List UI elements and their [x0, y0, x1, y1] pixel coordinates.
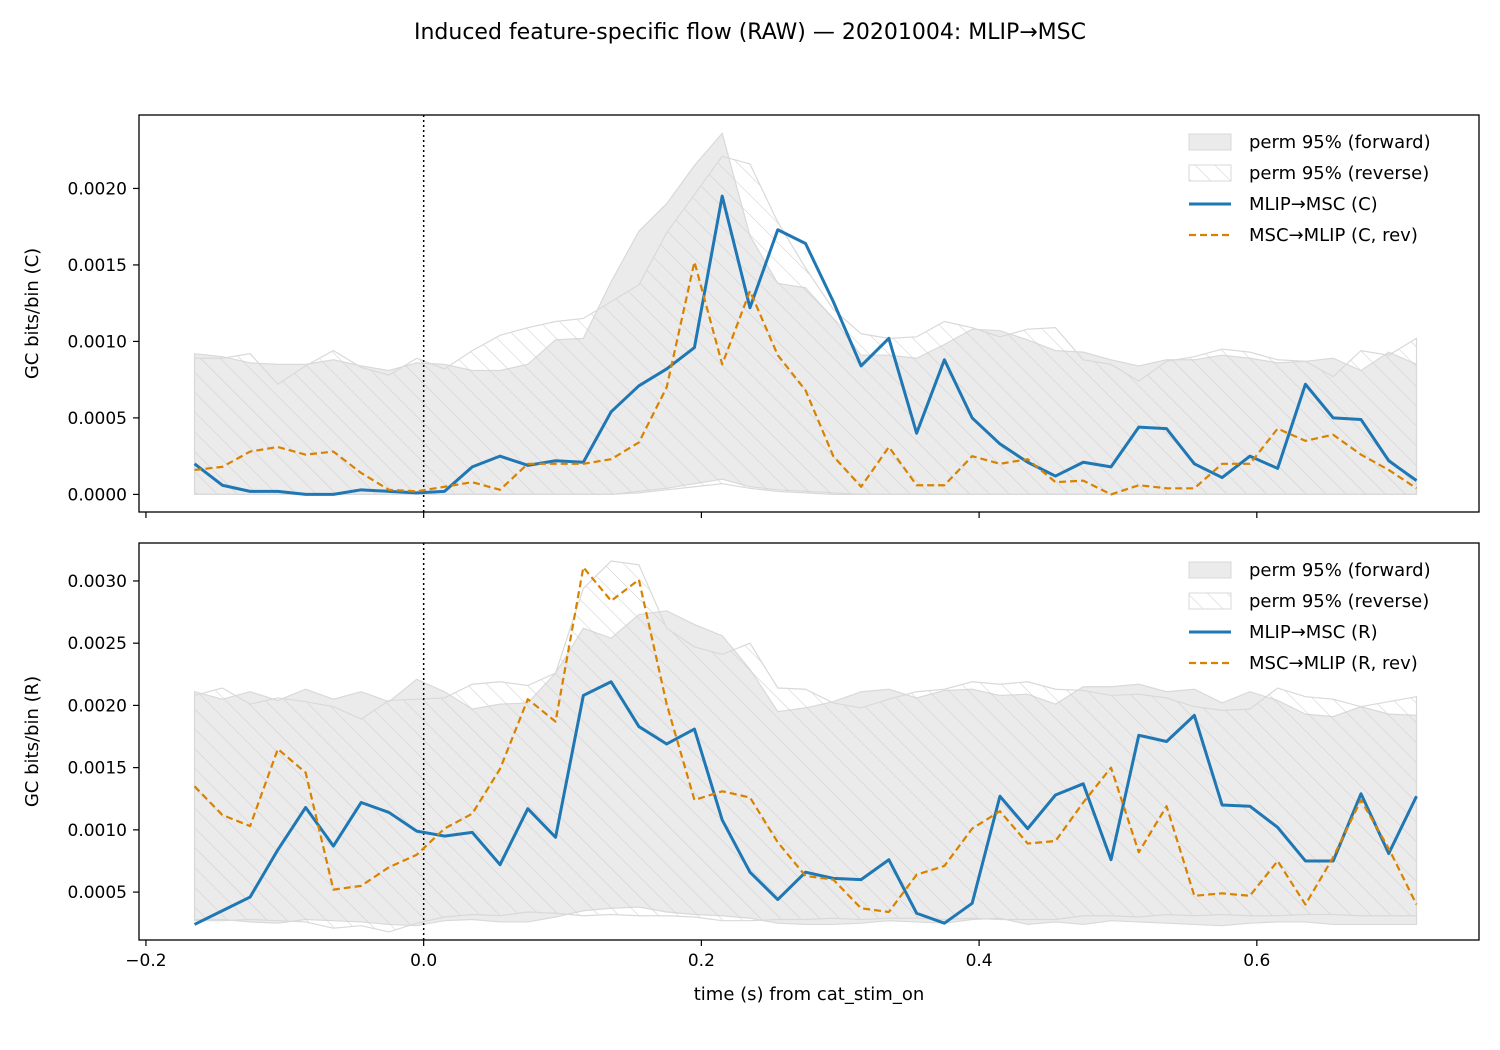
bottom-x-tick-label: 0.0 [410, 951, 437, 971]
panel-top: 0.0000 0.0005 0.0010 0.0015 0.0020 GC bits/bi… [22, 114, 1480, 518]
bottom-x-tick-label: 0.4 [966, 951, 993, 971]
top-y-tick-label: 0.0010 [68, 332, 127, 352]
bottom-y-tick-label: 0.0030 [68, 572, 127, 592]
figure-title: Induced feature-specific flow (RAW) — 20… [414, 20, 1086, 45]
bottom-x-tick-label: 0.2 [688, 951, 715, 971]
top-y-tick-label: 0.0005 [68, 409, 127, 429]
bottom-reverse-series-line [193, 566, 1418, 914]
top-legend: perm 95% (forward) perm 95% (reverse) MLIP… [1188, 132, 1431, 246]
bottom-y-tick-label: 0.0005 [68, 883, 127, 903]
top-legend-label: perm 95% (forward) [1249, 132, 1431, 153]
top-legend-swatch-reverse-band [1188, 164, 1232, 182]
bottom-y-tick-label: 0.0010 [68, 821, 127, 841]
bottom-legend: perm 95% (forward) perm 95% (reverse) MLIP… [1188, 560, 1431, 674]
top-y-axis-label: GC bits/bin (C) [22, 248, 43, 379]
bottom-legend-swatch-reverse-band [1188, 592, 1232, 610]
x-axis-label: time (s) from cat_stim_on [694, 984, 925, 1005]
top-legend-label: MLIP→MSC (C) [1249, 194, 1378, 215]
bottom-legend-label: MSC→MLIP (R, rev) [1249, 653, 1418, 674]
top-forward-series-line [193, 194, 1418, 496]
top-reverse-series-line [194, 260, 1418, 496]
top-y-tick-label: 0.0000 [68, 485, 127, 505]
bottom-legend-label: perm 95% (reverse) [1249, 591, 1429, 612]
bottom-legend-label: perm 95% (forward) [1249, 560, 1431, 581]
bottom-y-tick-label: 0.0020 [68, 696, 127, 716]
bottom-legend-label: MLIP→MSC (R) [1249, 622, 1378, 643]
top-plot-area [193, 115, 1418, 512]
bottom-perm-reverse-band [193, 560, 1418, 933]
top-legend-label: MSC→MLIP (C, rev) [1249, 225, 1418, 246]
bottom-axes-frame [138, 542, 1480, 941]
top-y-tick-label: 0.0020 [68, 179, 127, 199]
top-perm-reverse-band [193, 155, 1418, 496]
bottom-plot-area [193, 543, 1418, 940]
panel-bottom: −0.2 0.0 0.2 0.4 0.6 0.0005 0.0010 0.0015 0.0020… [22, 542, 1480, 971]
bottom-y-axis-label: GC bits/bin (R) [22, 676, 43, 807]
top-y-tick-label: 0.0015 [68, 256, 127, 276]
bottom-y-tick-label: 0.0015 [68, 759, 127, 779]
top-axes-frame [138, 114, 1480, 513]
bottom-x-tick-label: 0.6 [1243, 951, 1270, 971]
bottom-y-tick-label: 0.0025 [68, 634, 127, 654]
bottom-legend-swatch-forward-band [1188, 561, 1232, 579]
top-legend-swatch-forward-band [1188, 133, 1232, 151]
top-legend-label: perm 95% (reverse) [1249, 163, 1429, 184]
bottom-forward-series-line [193, 680, 1418, 926]
bottom-x-tick-label: −0.2 [125, 951, 166, 971]
